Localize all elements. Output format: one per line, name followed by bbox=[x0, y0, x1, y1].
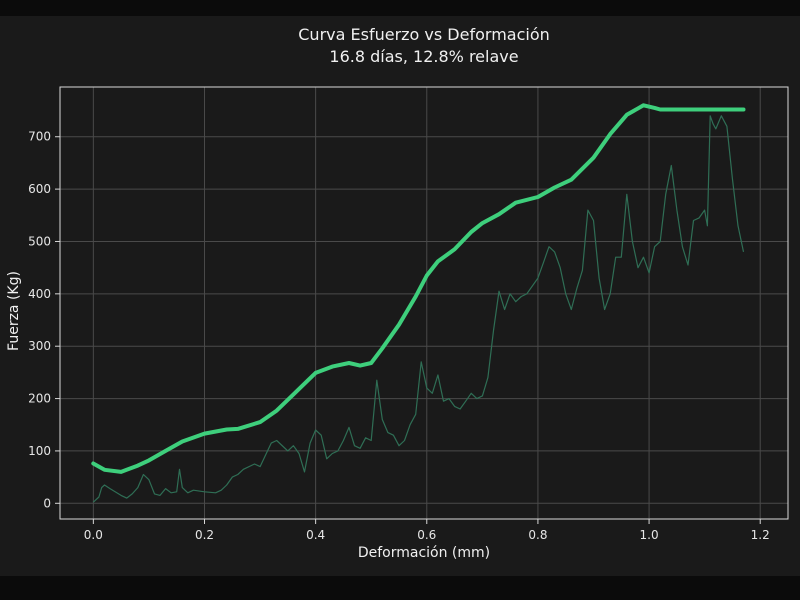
x-tick-label: 1.0 bbox=[640, 528, 659, 542]
grid-lines bbox=[60, 87, 788, 519]
raw-force-series bbox=[92, 115, 745, 503]
x-tick-label: 0.8 bbox=[528, 528, 547, 542]
plot-area-border bbox=[59, 86, 789, 520]
y-tick-label: 200 bbox=[28, 392, 51, 406]
x-tick-label: 0.0 bbox=[84, 528, 103, 542]
raw-force-line bbox=[92, 115, 745, 503]
envelope-force-series bbox=[91, 103, 746, 474]
y-tick-label: 100 bbox=[28, 444, 51, 458]
x-tick-label: 0.2 bbox=[195, 528, 214, 542]
y-tick-label: 300 bbox=[28, 339, 51, 353]
y-axis-label: Fuerza (Kg) bbox=[6, 271, 22, 351]
y-tick-label: 500 bbox=[28, 234, 51, 248]
envelope-force-line bbox=[91, 103, 746, 474]
x-tick-label: 0.4 bbox=[306, 528, 325, 542]
y-tick-label: 700 bbox=[28, 130, 51, 144]
y-tick-label: 400 bbox=[28, 287, 51, 301]
y-tick-label: 600 bbox=[28, 182, 51, 196]
chart-subtitle: 16.8 días, 12.8% relave bbox=[329, 47, 518, 66]
x-tick-label: 0.6 bbox=[417, 528, 436, 542]
y-axis-ticks: 0 100 200 300 400 500 600 700 bbox=[28, 130, 60, 510]
chart-title: Curva Esfuerzo vs Deformación bbox=[298, 25, 550, 44]
x-tick-label: 1.2 bbox=[751, 528, 770, 542]
x-axis-label: Deformación (mm) bbox=[358, 545, 490, 561]
y-tick-label: 0 bbox=[43, 496, 51, 510]
x-axis-ticks: 0.0 0.2 0.4 0.6 0.8 1.0 1.2 bbox=[84, 519, 770, 542]
